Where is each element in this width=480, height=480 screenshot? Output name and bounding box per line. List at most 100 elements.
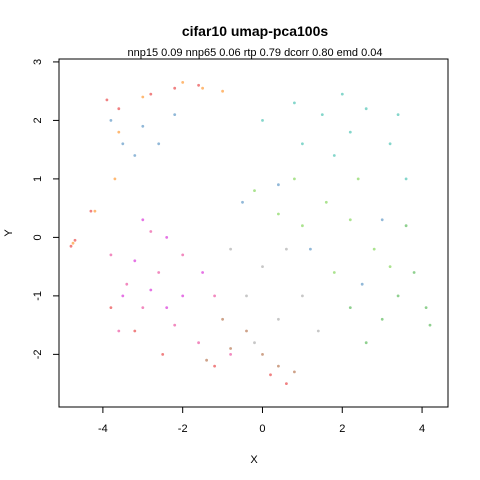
data-point xyxy=(332,154,336,157)
data-point xyxy=(396,113,400,116)
y-tick-label: 3 xyxy=(32,59,44,65)
point-group xyxy=(109,113,384,286)
data-point xyxy=(161,353,165,356)
data-point xyxy=(201,271,205,274)
data-point xyxy=(261,353,264,356)
y-tick-label: -2 xyxy=(32,349,44,359)
data-point xyxy=(173,86,177,90)
data-point xyxy=(396,294,400,298)
data-point xyxy=(340,92,344,96)
data-point xyxy=(293,101,296,105)
data-point xyxy=(109,119,113,122)
data-point xyxy=(121,142,125,146)
data-point xyxy=(261,265,264,268)
data-point xyxy=(197,341,201,345)
data-point xyxy=(388,142,392,146)
y-axis: -2 -1 0 1 2 3 xyxy=(32,59,60,359)
data-point xyxy=(113,177,117,181)
data-point xyxy=(348,218,352,222)
x-tick-label: 2 xyxy=(339,423,345,435)
y-tick-label: -1 xyxy=(32,291,44,301)
point-group xyxy=(205,317,296,374)
data-point xyxy=(277,317,280,321)
data-point xyxy=(157,142,161,146)
data-point xyxy=(404,177,408,181)
data-point xyxy=(277,212,280,216)
data-point xyxy=(285,382,288,385)
chart-title: cifar10 umap-pca100s xyxy=(182,23,329,39)
data-point xyxy=(173,323,177,327)
data-point xyxy=(93,209,97,213)
data-point xyxy=(253,189,256,193)
data-point xyxy=(181,294,185,298)
data-point xyxy=(360,282,364,286)
y-axis-label: Y xyxy=(3,229,15,237)
data-point xyxy=(309,247,312,251)
chart-subtitle: nnp15 0.09 nnp65 0.06 rtp 0.79 dcorr 0.8… xyxy=(127,47,382,59)
data-point xyxy=(173,113,177,116)
data-point xyxy=(412,271,416,274)
data-point xyxy=(301,294,304,298)
data-point xyxy=(141,306,145,309)
data-point xyxy=(253,341,256,345)
data-point xyxy=(213,364,217,368)
data-point xyxy=(117,329,121,333)
data-point xyxy=(269,373,272,377)
y-tick-label: 1 xyxy=(32,176,44,182)
data-point xyxy=(229,347,233,350)
data-point xyxy=(245,294,248,298)
data-point xyxy=(301,224,304,228)
data-point xyxy=(197,83,201,87)
data-point xyxy=(316,329,320,333)
data-point xyxy=(424,306,428,309)
data-point xyxy=(364,107,368,111)
data-point xyxy=(372,247,376,251)
data-point xyxy=(301,142,304,146)
data-point xyxy=(277,183,280,187)
data-point xyxy=(125,282,129,286)
data-point xyxy=(205,358,209,362)
y-tick-label: 0 xyxy=(32,234,44,240)
point-group xyxy=(261,92,408,181)
data-point xyxy=(201,86,205,90)
data-point xyxy=(404,224,408,228)
data-point xyxy=(229,247,233,251)
point-group xyxy=(71,81,225,245)
x-tick-label: 0 xyxy=(259,423,265,435)
data-point xyxy=(277,364,280,368)
data-point xyxy=(109,253,113,257)
point-group xyxy=(348,224,432,345)
data-point xyxy=(109,306,113,309)
data-point xyxy=(89,209,93,213)
x-tick-label: -4 xyxy=(98,423,108,435)
points-layer xyxy=(69,81,432,385)
data-point xyxy=(133,259,137,263)
data-point xyxy=(69,244,73,248)
data-point xyxy=(213,294,217,298)
data-point xyxy=(380,317,384,321)
data-point xyxy=(388,265,392,268)
data-point xyxy=(293,370,296,374)
data-point xyxy=(348,130,352,134)
data-point xyxy=(141,95,145,99)
data-point xyxy=(133,329,137,333)
data-point xyxy=(181,253,185,257)
data-point xyxy=(105,98,109,102)
data-point xyxy=(285,247,288,251)
data-point xyxy=(141,124,145,128)
data-point xyxy=(380,218,384,222)
data-point xyxy=(117,130,121,134)
data-point xyxy=(149,230,153,233)
data-point xyxy=(229,353,233,356)
point-group xyxy=(253,177,392,274)
data-point xyxy=(71,241,75,245)
point-group xyxy=(109,230,233,356)
data-point xyxy=(133,154,137,157)
data-point xyxy=(348,306,352,309)
data-point xyxy=(293,177,296,181)
data-point xyxy=(117,107,121,111)
x-tick-label: 4 xyxy=(419,423,425,435)
data-point xyxy=(181,81,185,84)
point-group xyxy=(121,218,205,309)
